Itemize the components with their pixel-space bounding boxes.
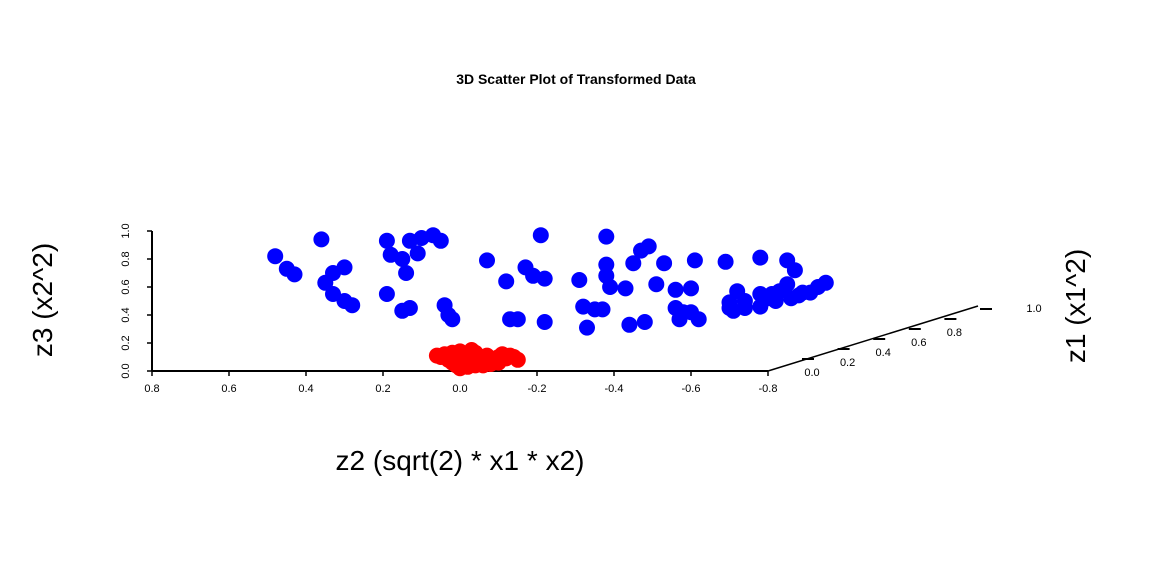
red-point [509,351,526,368]
z-tick-label: 0.6 [120,279,132,294]
x-tick-label: -0.8 [759,383,778,395]
blue-point [378,232,395,249]
y-tick-label: 0.8 [947,327,962,339]
z-tick-label: 0.8 [120,251,132,266]
x-tick-label: -0.6 [682,383,701,395]
x-tick-label: 0.2 [375,383,390,395]
data-points [267,227,834,377]
blue-point [640,238,657,255]
blue-point [313,231,330,248]
x-tick-label: 0.8 [144,383,159,395]
chart-title: 3D Scatter Plot of Transformed Data [456,71,696,87]
blue-point [401,300,418,316]
blue-point [409,245,426,262]
blue-point [317,274,334,291]
blue-point [767,293,784,309]
z-tick-label: 0.4 [120,307,132,322]
blue-point [602,279,619,295]
blue-point [667,281,684,298]
blue-point [394,251,411,267]
x-axis-label: z2 (sqrt(2) * x1 * x2) [336,445,585,476]
blue-point [378,286,395,302]
blue-point [267,248,284,265]
blue-point [594,301,611,318]
z-tick-label: 0.2 [120,335,132,350]
blue-point [686,252,703,269]
blue-point [621,316,638,333]
y-axis-line [767,305,979,372]
blue-point [752,249,769,266]
blue-point [579,319,595,336]
blue-point [498,273,515,290]
x-tick-label: 0.0 [452,383,467,395]
blue-point [736,293,753,309]
blue-point [598,256,615,273]
blue-point [398,265,415,281]
z-tick-label: 0.0 [120,363,132,378]
blue-point [571,272,588,288]
blue-point [817,274,834,291]
x-tick-label: -0.4 [605,383,624,395]
blue-point [690,311,707,328]
blue-point [717,253,734,270]
blue-point [648,276,665,293]
blue-point [625,255,642,272]
blue-point [479,252,495,269]
blue-point [683,280,699,297]
blue-point [636,314,653,330]
blue-point [325,286,341,302]
red-point [459,347,476,364]
y-tick-label: 0.4 [876,347,891,359]
blue-point [286,266,303,283]
blue-point [532,227,549,244]
blue-point [617,280,634,297]
y-tick-label: 0.6 [911,337,926,349]
x-tick-label: -0.2 [528,383,547,395]
blue-point [598,228,615,245]
blue-point [536,314,553,330]
z-tick-label: 1.0 [120,223,132,238]
blue-point [444,311,461,328]
x-tick-label: 0.6 [221,383,236,395]
x-tick-label: 0.4 [298,383,313,395]
blue-point [536,270,553,287]
blue-point [432,232,449,249]
y-tick-label: 1.0 [1026,303,1041,315]
y-axis-label: z1 (x1^2) [1060,249,1091,363]
blue-point [344,297,361,314]
y-tick-label: 0.2 [840,357,855,369]
red-point [440,351,457,368]
blue-point [786,262,803,279]
z-axis-label: z3 (x2^2) [27,243,58,357]
blue-point [656,255,673,272]
blue-point [509,311,526,328]
axes: 0.8 0.6 0.4 0.2 0.0 -0.2 -0.4 -0.6 -0.8 0.0 0.2 0.4… [120,223,1042,395]
blue-point [790,287,807,304]
y-tick-label: 0.0 [804,367,819,379]
blue-point [336,259,353,276]
blue-point [779,276,796,293]
